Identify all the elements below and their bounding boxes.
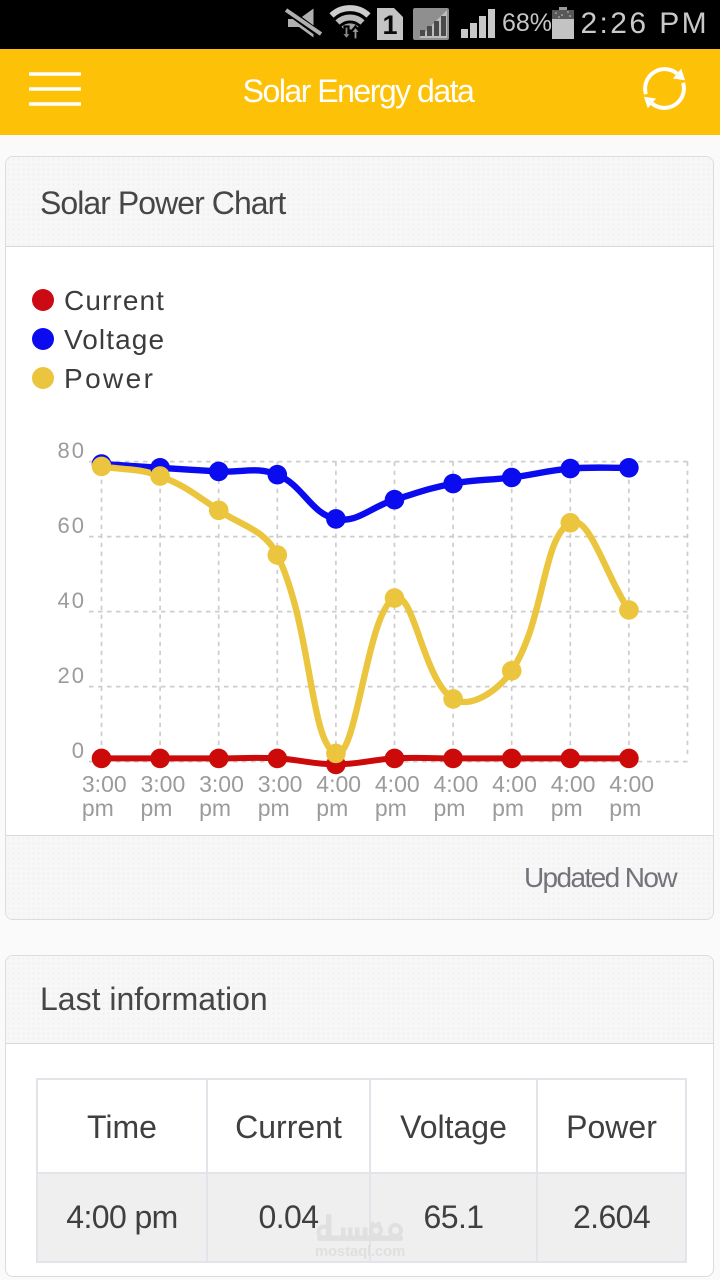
svg-text:1: 1	[382, 10, 397, 40]
svg-text:20: 20	[58, 663, 86, 688]
svg-text:pm: pm	[82, 795, 114, 821]
svg-text:4:00: 4:00	[316, 771, 361, 797]
svg-text:3:00: 3:00	[258, 771, 303, 797]
svg-text:60: 60	[58, 513, 86, 538]
svg-text:2:26 PM: 2:26 PM	[580, 7, 709, 40]
svg-text:pm: pm	[375, 795, 407, 821]
svg-text:4:00: 4:00	[375, 771, 420, 797]
svg-text:pm: pm	[551, 795, 583, 821]
svg-text:4:00: 4:00	[609, 771, 654, 797]
svg-text:68%: 68%	[502, 9, 552, 37]
svg-text:4:00: 4:00	[551, 771, 596, 797]
svg-text:3:00: 3:00	[82, 771, 127, 797]
svg-text:3:00: 3:00	[141, 771, 186, 797]
svg-text:pm: pm	[492, 795, 524, 821]
svg-text:pm: pm	[199, 795, 231, 821]
svg-text:3:00: 3:00	[199, 771, 244, 797]
svg-text:80: 80	[58, 438, 86, 463]
svg-text:pm: pm	[316, 795, 348, 821]
svg-text:pm: pm	[434, 795, 466, 821]
svg-text:4:00: 4:00	[492, 771, 537, 797]
svg-text:pm: pm	[609, 795, 641, 821]
svg-text:0: 0	[72, 738, 86, 763]
svg-text:40: 40	[58, 588, 86, 613]
svg-text:pm: pm	[258, 795, 290, 821]
svg-text:pm: pm	[141, 795, 173, 821]
svg-text:4:00: 4:00	[434, 771, 479, 797]
